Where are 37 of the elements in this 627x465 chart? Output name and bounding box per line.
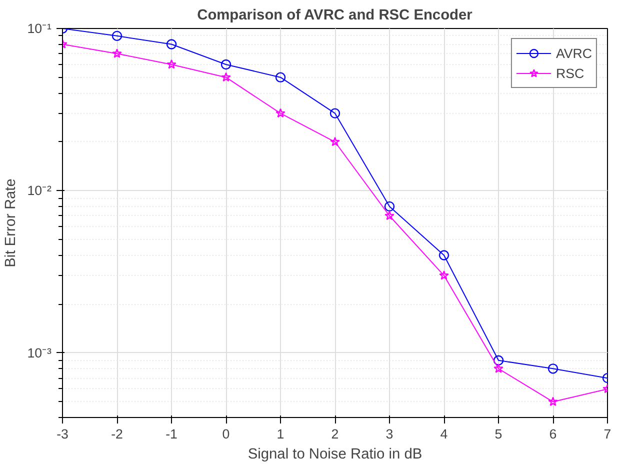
y-axis-title: Bit Error Rate [3,178,20,268]
x-tick-label: 4 [440,426,448,442]
point [166,39,177,50]
point [330,108,340,118]
y-tick-label: 10⁻³ [27,345,52,360]
x-tick-label: 7 [604,426,612,442]
legend-label: AVRC [556,46,592,60]
point [275,72,286,82]
x-tick-label: -3 [56,426,68,442]
point [112,30,122,42]
chart-title: Comparison of AVRC and RSC Encoder [197,8,473,24]
x-tick-label: -2 [111,426,123,442]
point [548,396,558,406]
point [548,364,558,374]
point [220,59,232,70]
point [439,270,449,280]
point [276,108,286,118]
point [494,364,504,373]
x-tick-label: 2 [331,426,339,442]
point [112,48,122,58]
legend-label: RSC [556,66,584,80]
x-tick-label: 1 [276,426,284,442]
point [166,59,176,69]
point [384,201,395,212]
x-tick-label: 3 [386,426,394,442]
point [493,355,504,366]
x-tick-label: 6 [549,426,557,442]
x-axis-title: Signal to Noise Ratio in dB [248,446,422,462]
x-tick-label: 0 [222,426,230,442]
x-tick-label: 5 [494,426,502,442]
point [330,136,340,146]
y-tick-label: 10⁻² [27,183,52,198]
point [221,72,231,82]
point [384,210,394,220]
point [438,250,450,260]
x-tick-label: -1 [166,426,178,442]
y-tick-label: 10⁻¹ [27,21,52,36]
